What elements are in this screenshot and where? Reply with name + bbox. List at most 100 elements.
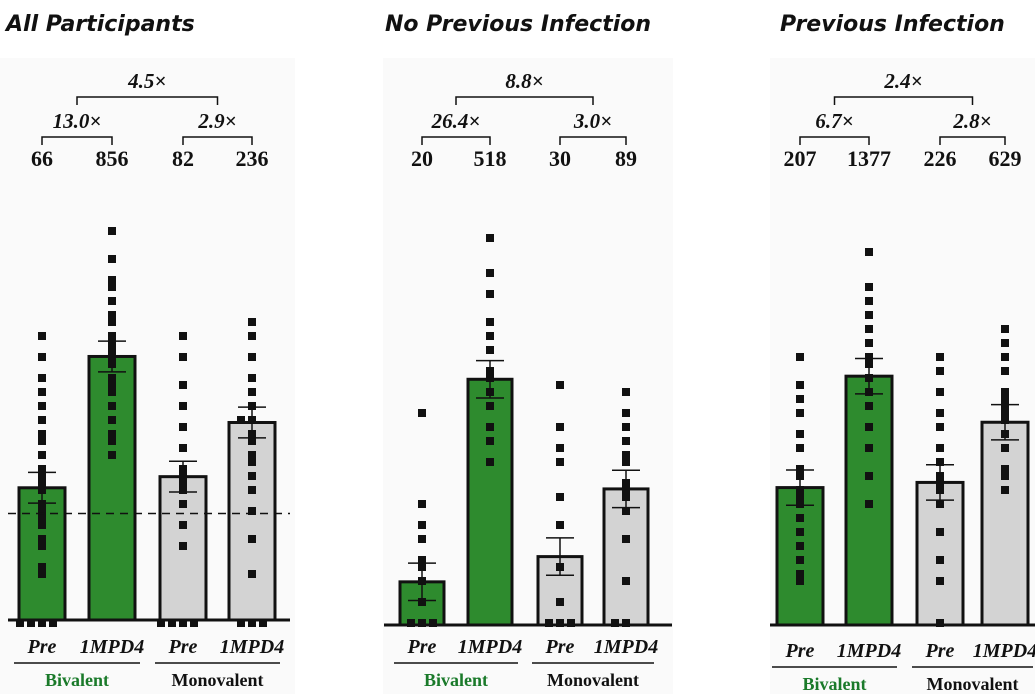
data-point — [865, 402, 873, 410]
data-point — [486, 332, 494, 340]
data-point — [556, 598, 564, 606]
data-point — [556, 521, 564, 529]
data-point — [248, 619, 256, 627]
data-point — [38, 514, 46, 522]
data-point — [796, 381, 804, 389]
bar-1mpd4-bivalent — [466, 377, 514, 627]
data-point — [622, 479, 630, 487]
data-point — [1001, 430, 1009, 438]
data-point — [38, 619, 46, 627]
data-point — [486, 346, 494, 354]
data-point — [248, 430, 256, 438]
value-label-3: 226 — [924, 146, 957, 171]
data-point — [1001, 472, 1009, 480]
data-point — [248, 388, 256, 396]
data-point — [190, 619, 198, 627]
data-point — [38, 486, 46, 494]
bar-1mpd4-monovalent — [980, 420, 1030, 627]
data-point — [936, 619, 944, 627]
data-point — [486, 290, 494, 298]
data-point — [237, 619, 245, 627]
data-point — [486, 388, 494, 396]
data-point — [49, 619, 57, 627]
data-point — [865, 444, 873, 452]
value-label-3: 82 — [172, 146, 194, 171]
data-point — [179, 444, 187, 452]
category-label-1: Pre — [785, 640, 815, 662]
panel-title-previous-infection: Previous Infection — [780, 12, 1005, 37]
data-point — [1001, 395, 1009, 403]
data-point — [936, 479, 944, 487]
data-point — [418, 577, 426, 585]
data-point — [486, 402, 494, 410]
fold-change-monovalent: 3.0× — [573, 109, 612, 133]
data-point — [259, 619, 267, 627]
fold-change-bivalent: 6.7× — [815, 109, 853, 133]
chart-panel-3 — [770, 96, 1035, 668]
data-point — [38, 402, 46, 410]
data-point — [27, 619, 35, 627]
data-point — [248, 416, 256, 424]
data-point — [1001, 353, 1009, 361]
category-label-2: 1MPD4 — [80, 636, 144, 658]
data-point — [796, 444, 804, 452]
data-point — [179, 423, 187, 431]
data-point — [865, 353, 873, 361]
data-point — [108, 360, 116, 368]
data-point — [486, 269, 494, 277]
data-point — [796, 486, 804, 494]
value-label-4: 236 — [236, 146, 269, 171]
data-point — [108, 451, 116, 459]
data-point — [556, 563, 564, 571]
category-label-4: 1MPD4 — [973, 640, 1035, 662]
data-point — [108, 255, 116, 263]
data-point — [108, 430, 116, 438]
data-point — [556, 423, 564, 431]
value-label-4: 89 — [615, 146, 637, 171]
fold-change-bivalent: 13.0× — [53, 109, 102, 133]
data-point — [248, 318, 256, 326]
fold-change-between: 8.8× — [505, 69, 543, 93]
data-point — [248, 437, 256, 445]
data-point — [168, 619, 176, 627]
data-point — [622, 388, 630, 396]
data-point — [179, 619, 187, 627]
data-point — [418, 556, 426, 564]
data-point — [179, 402, 187, 410]
bracket-monovalent — [559, 136, 627, 145]
bracket-between — [833, 96, 974, 105]
data-point — [108, 311, 116, 319]
data-point — [179, 353, 187, 361]
data-point — [418, 563, 426, 571]
data-point — [418, 521, 426, 529]
value-label-2: 1377 — [847, 146, 891, 171]
data-point — [622, 451, 630, 459]
data-point — [865, 339, 873, 347]
data-point — [1001, 367, 1009, 375]
value-label-4: 629 — [989, 146, 1022, 171]
category-label-3: Pre — [925, 640, 955, 662]
data-point — [796, 472, 804, 480]
data-point — [38, 437, 46, 445]
data-point — [796, 409, 804, 417]
data-point — [248, 374, 256, 382]
group-label-monovalent: Monovalent — [927, 674, 1019, 694]
data-point — [38, 507, 46, 515]
data-point — [248, 332, 256, 340]
data-point — [38, 472, 46, 480]
data-point — [418, 535, 426, 543]
data-point — [936, 556, 944, 564]
data-point — [38, 332, 46, 340]
data-point — [936, 528, 944, 536]
data-point — [865, 325, 873, 333]
data-point — [865, 283, 873, 291]
data-point — [248, 472, 256, 480]
data-point — [38, 570, 46, 578]
data-point — [1001, 402, 1009, 410]
data-point — [38, 416, 46, 424]
data-point — [38, 451, 46, 459]
data-point — [865, 388, 873, 396]
data-point — [865, 423, 873, 431]
group-label-monovalent: Monovalent — [172, 670, 264, 690]
data-point — [796, 493, 804, 501]
